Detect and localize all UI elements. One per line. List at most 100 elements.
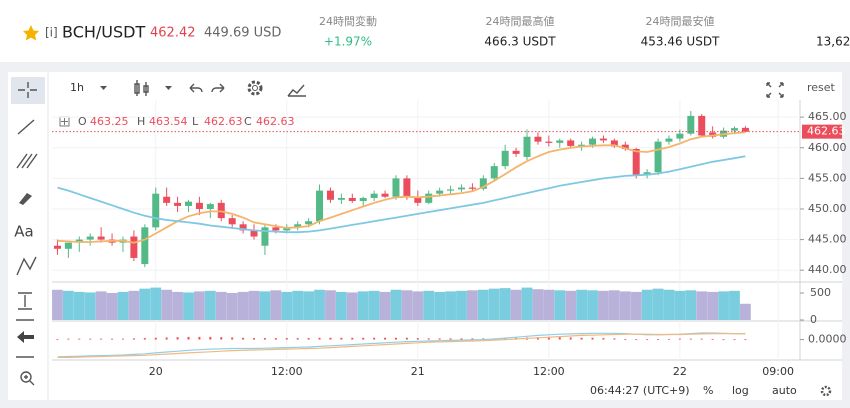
volume-bar xyxy=(663,289,675,320)
x-tick-label: 22 xyxy=(673,365,687,378)
y-tick-label: 445.00 xyxy=(808,233,847,246)
y-tick-label: 460.00 xyxy=(808,141,847,154)
volume-bar xyxy=(565,290,577,320)
candle-body xyxy=(490,166,498,179)
candle-body xyxy=(632,148,640,176)
volume-bar xyxy=(314,289,325,320)
text-tool[interactable]: Aa xyxy=(14,223,33,241)
fib-tool[interactable] xyxy=(16,153,38,169)
brush-tool[interactable] xyxy=(19,193,32,205)
candle-body xyxy=(687,115,695,134)
scale-option[interactable]: % xyxy=(703,384,713,397)
candle-body xyxy=(392,178,400,197)
candle-body xyxy=(130,236,138,258)
volume-bar xyxy=(172,291,183,320)
x-tick-label: 20 xyxy=(149,365,163,378)
trendline-tool[interactable] xyxy=(17,119,35,135)
dropdown[interactable] xyxy=(100,86,107,90)
volume-bar xyxy=(619,291,631,320)
candle-body xyxy=(228,218,236,225)
volume-bar xyxy=(346,292,358,320)
candle-body xyxy=(152,193,160,228)
macd-bar xyxy=(362,337,365,340)
symbol[interactable]: BCH/USDT xyxy=(62,23,145,42)
dropdown[interactable] xyxy=(165,86,172,90)
favorite-star[interactable] xyxy=(23,25,39,41)
back-tool[interactable] xyxy=(17,331,34,343)
candle-body xyxy=(457,187,465,190)
candle-body xyxy=(370,193,378,198)
ohlc-key: H xyxy=(137,115,145,128)
redo[interactable] xyxy=(211,83,225,93)
undo[interactable] xyxy=(189,83,203,93)
candle-body xyxy=(414,196,422,203)
candle-body xyxy=(86,236,94,240)
macd-bar xyxy=(231,337,234,340)
candle-body xyxy=(698,115,706,136)
macd-bar xyxy=(165,337,168,340)
candle-body xyxy=(403,178,411,197)
volume-bar xyxy=(281,291,293,320)
settings[interactable] xyxy=(247,80,263,96)
macd-bar xyxy=(285,338,288,340)
macd-bar xyxy=(253,338,256,340)
interval[interactable]: 1h xyxy=(70,81,84,94)
macd-bar xyxy=(242,337,245,340)
macd-bar xyxy=(416,338,419,340)
candle-body xyxy=(501,150,509,167)
ohlc-key: C xyxy=(244,115,252,128)
candle-body xyxy=(337,197,345,200)
indicators[interactable] xyxy=(287,84,306,97)
ohlc-value: 463.25 xyxy=(90,115,129,128)
volume-bar xyxy=(521,287,533,320)
volume-bar xyxy=(456,290,467,320)
header-bar xyxy=(0,0,850,62)
candle-body xyxy=(567,140,575,146)
macd-bar xyxy=(460,338,463,340)
volume-bar xyxy=(488,288,500,320)
scale-option[interactable]: log xyxy=(732,384,749,397)
candle-body xyxy=(447,189,455,191)
candle-body xyxy=(425,193,433,203)
crosshair-tool[interactable] xyxy=(18,82,37,98)
axis-settings[interactable] xyxy=(820,385,832,397)
zoom-tool[interactable] xyxy=(20,371,32,383)
candle-body xyxy=(741,127,749,132)
macd-bar xyxy=(154,337,157,340)
volume-bar xyxy=(73,291,85,320)
pattern-tool[interactable] xyxy=(16,256,37,276)
candle-body xyxy=(468,187,476,189)
volume-bar xyxy=(587,290,598,320)
macd-bar xyxy=(220,337,223,340)
macd-bar xyxy=(198,336,201,340)
measure-tool[interactable] xyxy=(18,292,32,310)
chart-card xyxy=(8,72,842,400)
volume-bar xyxy=(532,289,544,320)
macd-bar xyxy=(657,339,660,341)
chart-type[interactable] xyxy=(134,80,149,96)
macd-bar xyxy=(667,338,670,340)
reset-button[interactable]: reset xyxy=(807,81,836,94)
volume-bar xyxy=(543,289,555,320)
scale-option[interactable]: auto xyxy=(772,384,797,397)
stat-value: 13,62 xyxy=(816,35,850,49)
candle-body xyxy=(64,242,72,249)
macd-bar xyxy=(394,337,397,340)
macd-bar xyxy=(482,338,485,340)
macd-bar xyxy=(274,338,277,340)
volume-bar xyxy=(445,291,456,320)
macd-bar xyxy=(100,338,103,340)
ohlc-key: L xyxy=(192,115,199,128)
volume-bar xyxy=(598,290,609,320)
candle-body xyxy=(250,230,258,237)
fullscreen[interactable] xyxy=(766,82,784,98)
candle-body xyxy=(326,190,334,200)
macd-bar xyxy=(340,337,343,340)
y-tick-label: 440.00 xyxy=(808,263,847,276)
macd-bar xyxy=(438,338,441,340)
macd-bar xyxy=(711,338,714,340)
macd-bar xyxy=(547,337,550,340)
moving-average xyxy=(57,155,746,234)
y-tick-label: 450.00 xyxy=(808,202,847,215)
